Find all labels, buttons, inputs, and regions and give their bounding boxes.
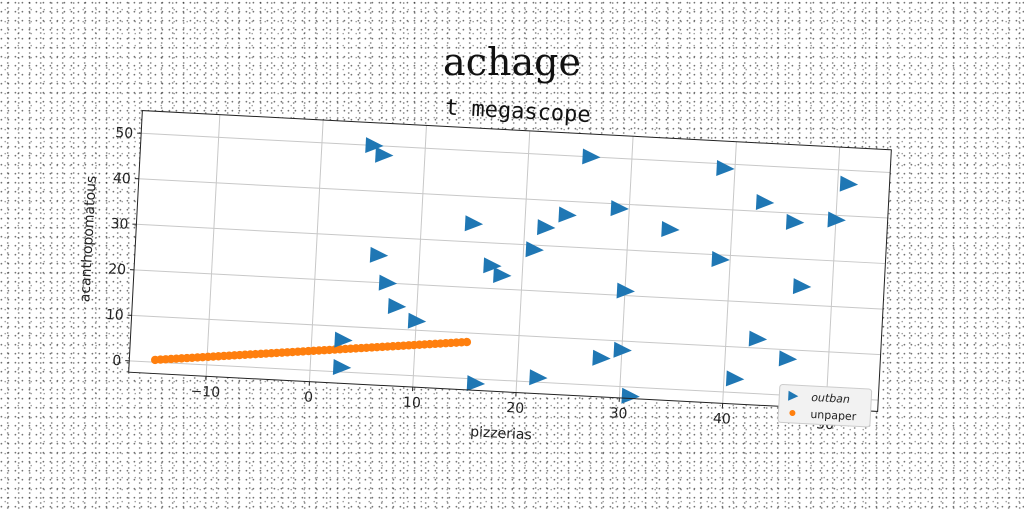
y-grid-line [138,178,888,219]
legend-marker-unpaper [789,409,796,416]
outban-point [755,194,775,211]
outban-point [839,175,859,192]
x-grid-line [205,114,221,377]
series-outban [332,137,859,404]
x-tick-label: 30 [609,405,628,422]
outban-point [537,219,556,236]
y-tick-label: 10 [105,307,124,324]
outban-point [725,370,745,387]
figure-suptitle: achage [443,40,581,84]
outban-point [661,221,680,238]
outban-point [827,211,846,228]
series-unpaper [150,337,472,365]
y-tick-label: 0 [112,353,122,369]
outban-point [792,278,812,295]
outban-point [558,206,577,223]
legend-label-outban: outban [811,391,850,406]
x-tick-label: 0 [304,389,314,405]
x-tick-label: 40 [713,411,732,428]
legend-label-unpaper: unpaper [810,408,857,423]
legend-marker-outban [788,390,799,401]
outban-point [610,200,629,217]
outban-point [785,213,805,230]
outban-point [778,350,798,367]
chart-title: t megascope [444,95,591,128]
plot-frame [128,110,892,412]
y-axis-ticks: 0 10 20 30 40 50 [105,125,142,369]
y-grid-line [129,360,879,401]
y-grid-line [141,132,891,174]
y-axis-label: acanthopomatous [77,175,100,302]
outban-point [375,146,394,163]
outban-point [582,148,601,165]
y-tick-label: 40 [113,170,132,187]
outban-point [613,341,632,358]
outban-point [592,349,611,366]
x-grid-line [308,120,324,382]
y-tick-label: 20 [108,261,127,278]
outban-point [493,266,512,283]
legend-box [777,383,873,428]
y-grid-line [136,223,886,265]
outban-point [332,358,352,375]
y-tick-label: 50 [115,125,134,142]
x-grid-line [515,130,531,393]
x-tick-label: 20 [506,400,525,417]
chart-rotation-group: −10 0 10 20 30 40 50 0 10 20 30 40 50 t megascope p… [77,95,892,443]
outban-point [529,369,548,386]
outban-point [369,246,389,263]
grid [129,114,891,409]
outban-point [616,282,635,299]
outban-point [334,331,353,348]
outban-point [466,375,486,392]
outban-point [621,387,640,404]
outban-point [748,330,768,347]
outban-point [365,137,384,154]
x-tick-label: 10 [403,395,422,412]
outban-point [483,257,502,274]
legend: outban unpaper [777,383,873,428]
y-grid-line [133,269,884,310]
outban-point [464,215,484,232]
outban-point [716,160,735,177]
y-grid-line [131,314,881,356]
y-tick-label: 30 [110,216,129,233]
outban-point [378,274,398,291]
outban-point [525,241,544,258]
x-grid-line [722,141,737,404]
unpaper-point [462,337,472,347]
outban-point [387,297,407,314]
x-axis-label: pizzerias [470,424,532,443]
outban-point [407,312,427,329]
x-tick-label: −10 [190,383,220,401]
outban-point [711,251,730,268]
x-grid-line [825,147,841,409]
